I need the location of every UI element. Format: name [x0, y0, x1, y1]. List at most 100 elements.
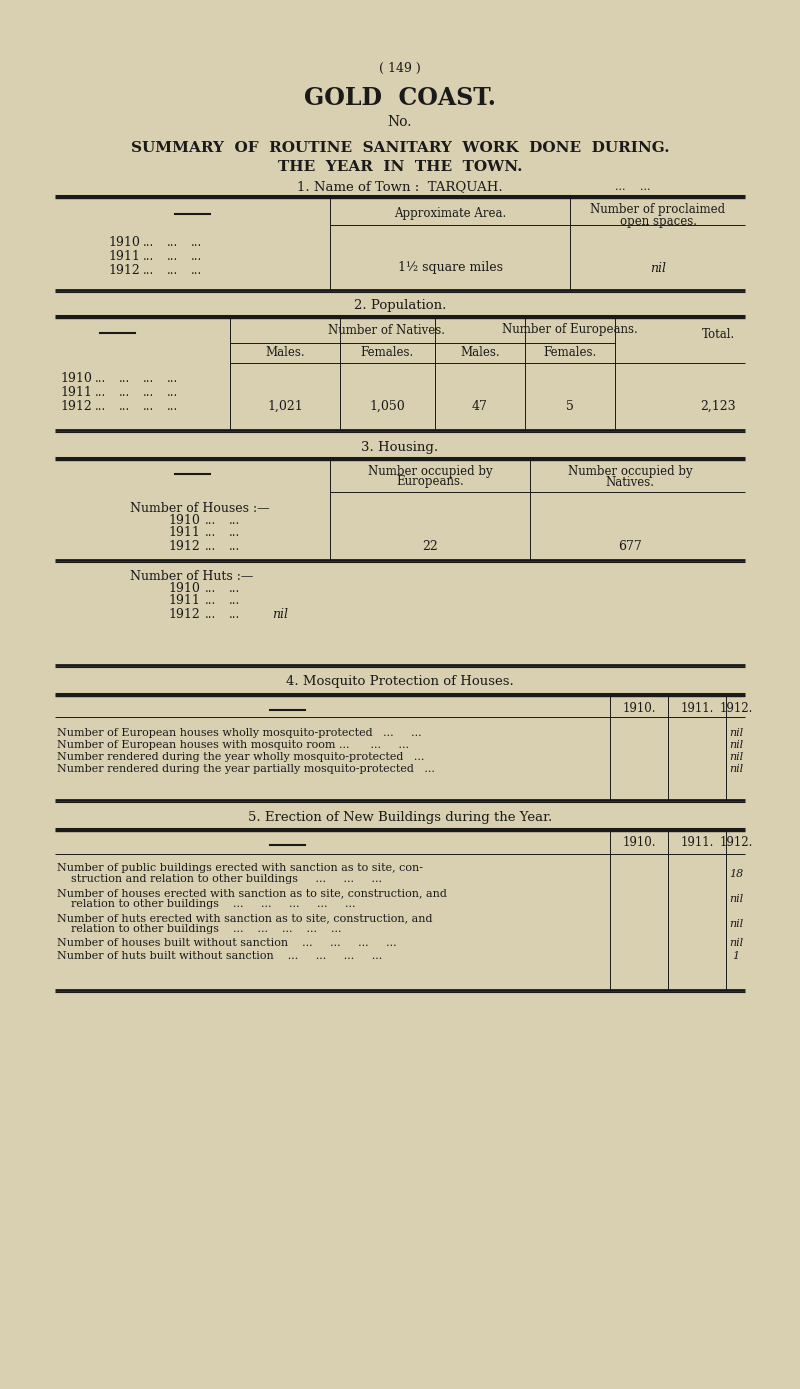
Text: ...: ...: [228, 514, 240, 526]
Text: relation to other buildings    ...    ...    ...    ...    ...: relation to other buildings ... ... ... …: [57, 924, 342, 933]
Text: 1911: 1911: [60, 386, 92, 399]
Text: ...: ...: [204, 607, 216, 621]
Text: 1912: 1912: [108, 264, 140, 276]
Text: nil: nil: [729, 920, 743, 929]
Text: ...: ...: [166, 236, 178, 249]
Text: Number of public buildings erected with sanction as to site, con-: Number of public buildings erected with …: [57, 863, 423, 874]
Text: Females.: Females.: [360, 346, 414, 360]
Text: 18: 18: [729, 870, 743, 879]
Text: Number of huts built without sanction    ...     ...     ...     ...: Number of huts built without sanction ..…: [57, 951, 382, 961]
Text: ...: ...: [204, 594, 216, 607]
Text: Natives.: Natives.: [606, 475, 654, 489]
Text: 1½ square miles: 1½ square miles: [398, 261, 502, 275]
Text: 1910: 1910: [108, 236, 140, 249]
Text: ...: ...: [94, 371, 106, 385]
Text: ...: ...: [204, 539, 216, 553]
Text: ...: ...: [118, 371, 130, 385]
Text: ...: ...: [166, 250, 178, 263]
Text: struction and relation to other buildings     ...     ...     ...: struction and relation to other building…: [57, 874, 382, 883]
Text: Number of proclaimed: Number of proclaimed: [590, 204, 726, 217]
Text: Number of Houses :—: Number of Houses :—: [130, 501, 270, 514]
Text: Number of houses erected with sanction as to site, construction, and: Number of houses erected with sanction a…: [57, 888, 447, 899]
Text: 1912.: 1912.: [719, 836, 753, 850]
Text: 1911: 1911: [168, 594, 200, 607]
Text: ...: ...: [142, 386, 154, 399]
Text: Number occupied by: Number occupied by: [568, 464, 692, 478]
Text: 1912: 1912: [60, 400, 92, 413]
Text: Total.: Total.: [702, 329, 734, 342]
Text: ...: ...: [166, 400, 178, 413]
Text: nil: nil: [650, 261, 666, 275]
Text: nil: nil: [729, 728, 743, 738]
Text: 1: 1: [733, 951, 739, 961]
Text: nil: nil: [729, 764, 743, 774]
Text: Males.: Males.: [265, 346, 305, 360]
Text: ...: ...: [94, 400, 106, 413]
Text: ...: ...: [142, 371, 154, 385]
Text: 1910.: 1910.: [622, 701, 656, 714]
Text: ...: ...: [204, 514, 216, 526]
Text: Europeans.: Europeans.: [396, 475, 464, 489]
Text: nil: nil: [729, 740, 743, 750]
Text: 3. Housing.: 3. Housing.: [362, 440, 438, 453]
Text: 1912: 1912: [168, 539, 200, 553]
Text: ...: ...: [190, 236, 202, 249]
Text: ...: ...: [228, 594, 240, 607]
Text: 2. Population.: 2. Population.: [354, 300, 446, 313]
Text: Number occupied by: Number occupied by: [368, 464, 492, 478]
Text: 677: 677: [618, 539, 642, 553]
Text: 1912: 1912: [168, 607, 200, 621]
Text: ...: ...: [228, 582, 240, 594]
Text: ...: ...: [118, 400, 130, 413]
Text: 5. Erection of New Buildings during the Year.: 5. Erection of New Buildings during the …: [248, 811, 552, 824]
Text: ...: ...: [94, 386, 106, 399]
Text: Number rendered during the year partially mosquito-protected   ...: Number rendered during the year partiall…: [57, 764, 435, 774]
Text: open spaces.: open spaces.: [619, 215, 697, 229]
Text: Females.: Females.: [543, 346, 597, 360]
Text: THE  YEAR  IN  THE  TOWN.: THE YEAR IN THE TOWN.: [278, 160, 522, 174]
Text: ...: ...: [204, 526, 216, 539]
Text: 5: 5: [566, 400, 574, 413]
Text: Number of European houses with mosquito room ...      ...     ...: Number of European houses with mosquito …: [57, 740, 409, 750]
Text: Number of huts erected with sanction as to site, construction, and: Number of huts erected with sanction as …: [57, 913, 433, 924]
Text: nil: nil: [729, 895, 743, 904]
Text: ...: ...: [166, 371, 178, 385]
Text: 1,050: 1,050: [369, 400, 405, 413]
Text: Males.: Males.: [460, 346, 500, 360]
Text: ...: ...: [142, 250, 154, 263]
Text: 1911: 1911: [168, 526, 200, 539]
Text: GOLD  COAST.: GOLD COAST.: [304, 86, 496, 110]
Text: nil: nil: [272, 607, 288, 621]
Text: SUMMARY  OF  ROUTINE  SANITARY  WORK  DONE  DURING.: SUMMARY OF ROUTINE SANITARY WORK DONE DU…: [130, 142, 670, 156]
Text: 1911.: 1911.: [680, 836, 714, 850]
Text: Number of Huts :—: Number of Huts :—: [130, 569, 254, 582]
Text: Approximate Area.: Approximate Area.: [394, 207, 506, 219]
Text: 2,123: 2,123: [700, 400, 736, 413]
Text: ...: ...: [614, 182, 626, 192]
Text: 1910: 1910: [60, 371, 92, 385]
Text: ...: ...: [166, 264, 178, 276]
Text: Number rendered during the year wholly mosquito-protected   ...: Number rendered during the year wholly m…: [57, 751, 424, 763]
Text: 4. Mosquito Protection of Houses.: 4. Mosquito Protection of Houses.: [286, 675, 514, 689]
Text: 1910: 1910: [168, 514, 200, 526]
Text: Number of Europeans.: Number of Europeans.: [502, 324, 638, 336]
Text: ...: ...: [228, 539, 240, 553]
Text: ...: ...: [204, 582, 216, 594]
Text: Number of houses built without sanction    ...     ...     ...     ...: Number of houses built without sanction …: [57, 938, 397, 949]
Text: Number of European houses wholly mosquito-protected   ...     ...: Number of European houses wholly mosquit…: [57, 728, 422, 738]
Text: ...: ...: [228, 526, 240, 539]
Text: 1,021: 1,021: [267, 400, 303, 413]
Text: nil: nil: [729, 751, 743, 763]
Text: nil: nil: [729, 938, 743, 949]
Text: 1910.: 1910.: [622, 836, 656, 850]
Text: relation to other buildings    ...     ...     ...     ...     ...: relation to other buildings ... ... ... …: [57, 899, 355, 908]
Text: 1911: 1911: [108, 250, 140, 263]
Text: ...: ...: [190, 264, 202, 276]
Text: No.: No.: [388, 115, 412, 129]
Text: ...: ...: [228, 607, 240, 621]
Text: 1911.: 1911.: [680, 701, 714, 714]
Text: ( 149 ): ( 149 ): [379, 61, 421, 75]
Text: ...: ...: [190, 250, 202, 263]
Text: ...: ...: [640, 182, 650, 192]
Text: 1. Name of Town :  TARQUAH.: 1. Name of Town : TARQUAH.: [297, 181, 503, 193]
